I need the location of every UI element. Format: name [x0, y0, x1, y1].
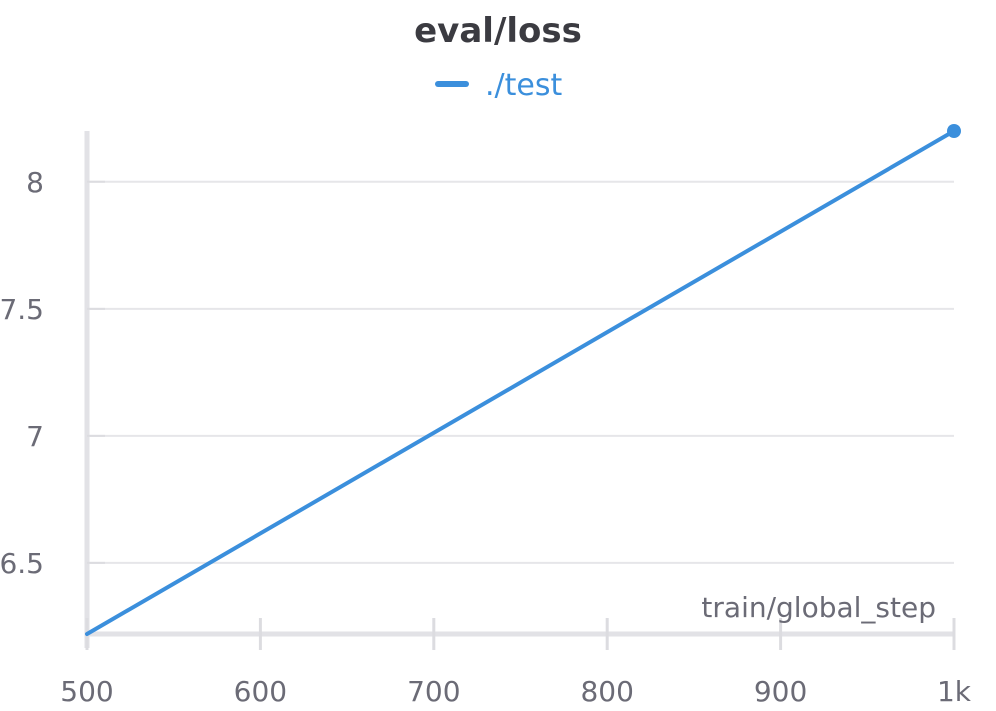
- x-tick-label: 800: [580, 675, 633, 708]
- x-tick-label: 600: [234, 675, 287, 708]
- x-axis-title: train/global_step: [701, 591, 936, 624]
- x-tick-label: 700: [407, 675, 460, 708]
- x-tick-label: 900: [754, 675, 807, 708]
- series-line: [85, 129, 956, 636]
- series: [85, 124, 961, 636]
- chart-title: eval/loss: [414, 11, 582, 51]
- axes: [84, 131, 954, 648]
- ticks: 6.5 7 7.5 8 500 600 700 800 900 1k: [0, 166, 972, 708]
- y-tick-label: 8: [26, 166, 44, 199]
- grid: [87, 180, 954, 564]
- y-tick-label: 6.5: [0, 547, 44, 580]
- series-end-point: [947, 124, 961, 138]
- y-tick-label: 7.5: [0, 293, 44, 326]
- x-tick-label: 500: [60, 675, 113, 708]
- x-tick-label: 1k: [937, 675, 972, 708]
- legend: ./test: [435, 68, 562, 103]
- legend-label: ./test: [485, 68, 562, 103]
- y-tick-label: 7: [26, 420, 44, 453]
